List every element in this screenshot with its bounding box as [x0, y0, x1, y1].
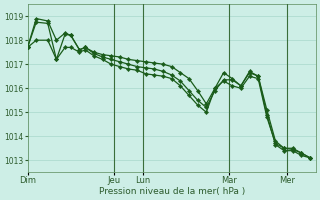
X-axis label: Pression niveau de la mer( hPa ): Pression niveau de la mer( hPa ) — [99, 187, 245, 196]
